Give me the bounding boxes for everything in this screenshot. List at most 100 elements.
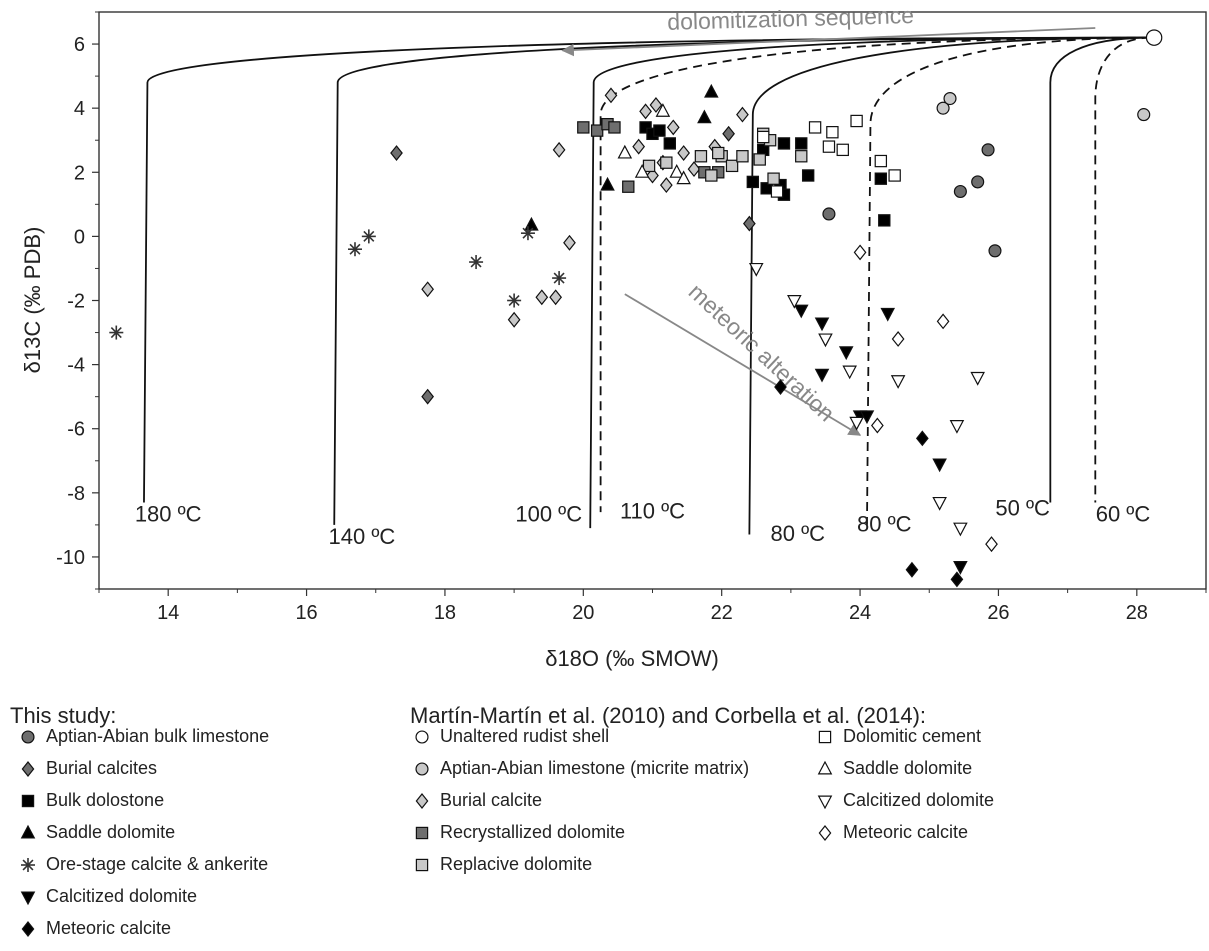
- data-point: [822, 140, 836, 153]
- data-point: [753, 153, 766, 166]
- data-point: [608, 121, 621, 134]
- legend-item: Ore-stage calcite & ankerite: [18, 854, 268, 875]
- curve-label: 80 ºC: [771, 521, 826, 546]
- data-point: [669, 163, 685, 178]
- data-point: [795, 150, 808, 163]
- curve-label: 180 ºC: [135, 502, 202, 527]
- data-points: [109, 29, 1163, 588]
- data-point: [849, 416, 864, 431]
- data-point: [704, 83, 719, 98]
- legend-marker: [415, 858, 429, 871]
- data-point: [677, 145, 691, 162]
- data-point: [524, 216, 539, 231]
- data-point: [793, 304, 809, 319]
- x-axis-label: δ18O (‰ SMOW): [545, 646, 719, 671]
- data-point: [469, 255, 484, 270]
- legend-marker-icon: [21, 760, 35, 777]
- data-point: [770, 185, 784, 198]
- temperature-curve: [866, 36, 1151, 525]
- legend-item-label: Calcitized dolomite: [46, 886, 198, 906]
- y-tick-label: -6: [67, 419, 85, 441]
- data-point: [748, 262, 764, 277]
- data-point: [622, 180, 635, 193]
- data-point: [563, 234, 576, 251]
- temperature-curve: [599, 36, 1151, 513]
- legend-marker: [415, 729, 429, 744]
- data-point: [659, 177, 673, 194]
- data-point: [742, 215, 756, 232]
- legend-marker: [21, 729, 35, 744]
- data-point: [639, 103, 652, 120]
- data-point: [552, 141, 566, 158]
- data-point: [697, 109, 712, 124]
- legend-marker: [21, 760, 35, 777]
- data-point: [853, 244, 867, 261]
- curve-label: 100 ºC: [515, 502, 582, 527]
- data-point: [949, 420, 965, 434]
- x-tick-label: 14: [157, 602, 179, 624]
- data-point: [850, 114, 863, 128]
- temperature-curve: [589, 36, 1151, 529]
- data-point: [746, 175, 760, 189]
- data-point: [109, 325, 124, 340]
- legend-this-study-title: This study:: [10, 703, 117, 728]
- data-point: [756, 130, 770, 144]
- data-point: [814, 368, 830, 383]
- data-point: [604, 87, 618, 104]
- legend-item: Unaltered rudist shell: [412, 726, 609, 747]
- data-point: [655, 103, 671, 117]
- legend-item: Calcitized dolomite: [18, 886, 197, 907]
- legend-item: Calcitized dolomite: [815, 790, 994, 811]
- data-point: [649, 97, 663, 113]
- legend-marker-icon: [817, 794, 833, 809]
- legend-item-label: Burial calcites: [46, 758, 158, 778]
- data-point: [1145, 29, 1163, 46]
- data-point: [988, 244, 1002, 258]
- legend-marker: [818, 730, 832, 743]
- data-point: [891, 331, 905, 347]
- data-point: [687, 161, 701, 178]
- legend-marker-icon: [415, 826, 429, 839]
- data-point: [507, 311, 521, 328]
- data-point: [953, 184, 967, 199]
- curve-label: 140 ºC: [329, 524, 396, 549]
- legend-item-label: Recrystallized dolomite: [440, 822, 626, 842]
- y-tick-label: 6: [74, 34, 85, 56]
- data-point: [634, 163, 650, 178]
- legend-literature-title: Martín-Martín et al. (2010) and Corbella…: [410, 703, 927, 728]
- data-point: [507, 293, 522, 308]
- legend-marker: [20, 890, 36, 905]
- legend-item: Burial calcite: [412, 790, 542, 811]
- legend-marker-icon: [20, 824, 36, 838]
- legend-item-label: Unaltered rudist shell: [440, 726, 610, 746]
- data-point: [905, 561, 919, 578]
- temperature-curve: [333, 36, 1151, 525]
- data-point: [777, 137, 791, 150]
- legend-marker-icon: [21, 857, 35, 872]
- data-point: [870, 417, 884, 434]
- data-point: [826, 126, 839, 139]
- data-point: [694, 150, 708, 163]
- legend-item: Burial calcites: [18, 758, 157, 779]
- legend-item: Aptian-Abian limestone (micrite matrix): [412, 758, 749, 779]
- data-point: [814, 317, 830, 332]
- legend-item-label: Saddle dolomite: [843, 758, 973, 778]
- trend-arrow-label: meteoric alteration: [684, 278, 840, 426]
- data-point: [890, 375, 906, 389]
- data-point: [421, 281, 435, 298]
- data-point: [421, 388, 435, 405]
- legend-item-label: Burial calcite: [440, 790, 543, 810]
- data-point: [932, 458, 947, 473]
- x-tick-label: 26: [987, 602, 1009, 624]
- x-tick-label: 18: [434, 602, 456, 624]
- data-point: [936, 313, 950, 330]
- legend-marker-icon: [415, 761, 429, 776]
- legend-marker: [415, 826, 429, 839]
- data-point: [787, 295, 802, 309]
- y-tick-label: -10: [56, 547, 85, 569]
- legend-marker: [21, 857, 35, 872]
- data-point: [712, 146, 725, 160]
- data-point: [874, 172, 888, 185]
- y-tick-label: 4: [74, 98, 85, 120]
